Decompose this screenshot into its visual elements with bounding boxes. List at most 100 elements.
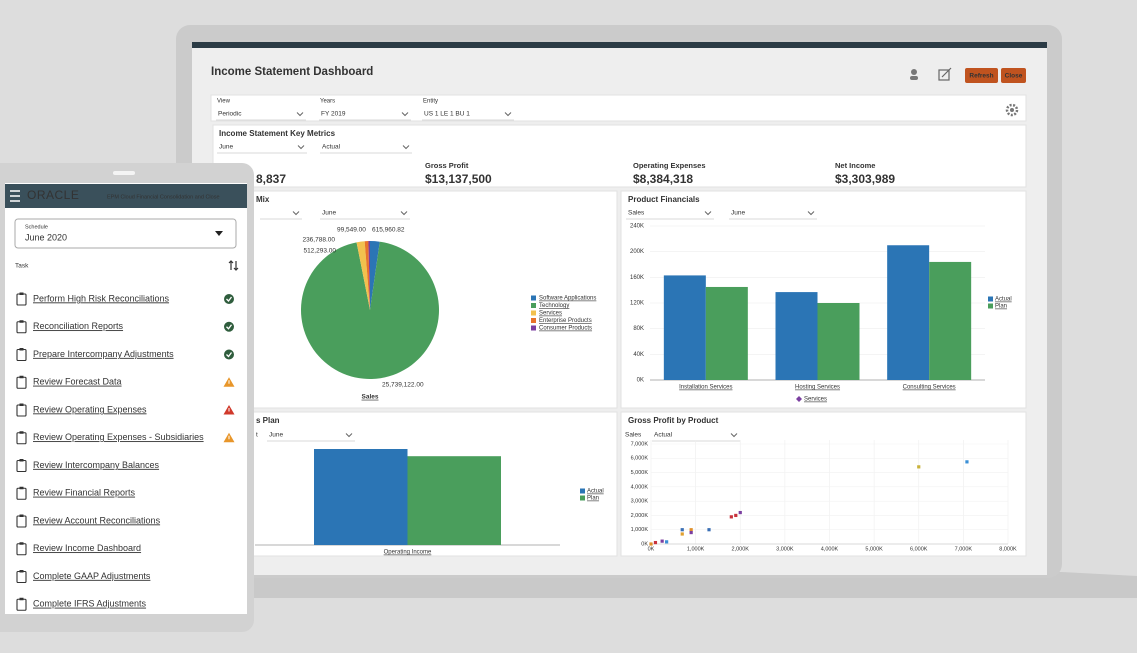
x-tick-label: Operating Income — [384, 550, 432, 556]
task-row[interactable]: Reconciliation Reports — [16, 320, 234, 334]
selector-label: Sales — [625, 432, 642, 439]
legend-label: Services — [539, 311, 562, 317]
panel-title: Income Statement Key Metrics — [219, 129, 336, 138]
schedule-select[interactable] — [14, 218, 237, 249]
scatter-point — [689, 528, 693, 532]
x-tick-label: 4,000K — [821, 546, 839, 552]
panel-title: Product Financials — [628, 195, 700, 204]
task-row[interactable]: Review Intercompany Balances — [16, 459, 160, 473]
legend-label: Plan — [587, 496, 599, 502]
metric-value: $8,384,318 — [633, 172, 693, 186]
x-tick-label: Installation Services — [679, 385, 732, 391]
chevron — [504, 112, 512, 117]
menu-icon[interactable] — [10, 190, 20, 202]
x-tick-label: Hosting Services — [795, 385, 840, 391]
task-icon-clip — [19, 597, 24, 601]
legend-swatch — [531, 318, 536, 323]
gear — [1005, 103, 1019, 117]
chart-select[interactable]: June — [320, 210, 410, 220]
legend-label: Enterprise Products — [539, 318, 592, 324]
dropdown-value: FY 2019 — [321, 111, 346, 118]
sort-icon[interactable] — [228, 260, 239, 271]
user-icon[interactable] — [910, 69, 918, 80]
app-name: EPM Cloud Financial Consolidation and Cl… — [107, 194, 220, 200]
task-icon-clip — [19, 431, 24, 434]
dropdown-value: US 1 LE 1 BU 1 — [424, 111, 470, 118]
legend-icon — [796, 396, 802, 402]
y-tick-label: 2,000K — [631, 513, 649, 519]
scatter-point — [665, 540, 669, 544]
filter-select[interactable]: Periodic — [216, 111, 306, 121]
metric-label: Net Income — [835, 161, 875, 170]
status-done — [224, 349, 234, 360]
button-label: Close — [1005, 73, 1023, 80]
task-row[interactable]: Review Account Reconciliations — [16, 514, 161, 528]
legend-swatch — [531, 325, 536, 331]
task-row[interactable]: Review Forecast Data — [16, 375, 235, 389]
task-link: Review Intercompany Balances — [33, 460, 160, 470]
panel-title: Mix — [256, 195, 270, 204]
y-tick-label: 3,000K — [631, 499, 649, 505]
filter-select[interactable]: US 1 LE 1 BU 1 — [422, 111, 514, 121]
task-row[interactable]: Review Income Dashboard — [16, 542, 141, 556]
legend-swatch — [580, 495, 585, 501]
pie-slice — [370, 241, 380, 310]
selector-label: t — [256, 432, 258, 439]
bar — [663, 275, 706, 380]
task-icon-clip — [19, 570, 24, 573]
filter-select[interactable]: FY 2019 — [319, 111, 411, 121]
x-tick-label: 6,000K — [910, 546, 928, 552]
metrics-panel — [212, 124, 1027, 188]
panel-title: s Plan — [256, 416, 280, 425]
metric-value: $13,137,500 — [425, 172, 492, 186]
legend-label: Actual — [587, 489, 604, 495]
schedule-label: Schedule — [25, 224, 48, 230]
task-icon-clip — [19, 486, 24, 490]
button[interactable]: Close — [1001, 68, 1026, 83]
chevron — [297, 145, 305, 150]
dropdown-value: Sales — [628, 210, 645, 217]
chart-select[interactable]: June — [729, 210, 817, 220]
chevron — [402, 145, 410, 150]
dropdown-value: June — [219, 144, 233, 151]
data-label: 615,960.82 — [372, 227, 405, 234]
chart-select[interactable] — [260, 211, 302, 220]
x-tick-label: 3,000K — [776, 546, 794, 552]
bar — [929, 261, 972, 380]
metric-label: Operating Expenses — [633, 161, 706, 170]
task-row[interactable]: Complete GAAP Adjustments — [16, 570, 151, 584]
task-icon-clip — [19, 403, 24, 406]
task-row[interactable]: Review Financial Reports — [16, 486, 136, 500]
chevron — [704, 211, 712, 216]
task-row[interactable]: Prepare Intercompany Adjustments — [16, 348, 234, 362]
task-link: Review Operating Expenses — [33, 404, 147, 414]
scatter-point — [734, 513, 738, 518]
settings-icon[interactable] — [1005, 103, 1019, 117]
task-row[interactable]: Complete IFRS Adjustments — [16, 597, 147, 611]
chevron — [730, 433, 738, 438]
edit-icon[interactable] — [938, 67, 952, 81]
laptop-base — [150, 572, 1137, 598]
task-row[interactable]: Perform High Risk Reconciliations — [16, 292, 234, 306]
pie-slice — [368, 241, 370, 310]
x-tick-label: 8,000K — [999, 546, 1017, 552]
legend-label: Actual — [995, 297, 1012, 303]
filter-label: Years — [320, 99, 335, 105]
task-icon-clip — [19, 459, 24, 462]
task-row[interactable]: Review Operating Expenses - Subsidiaries — [16, 431, 235, 445]
bar — [705, 286, 748, 380]
pie-slice — [300, 241, 439, 379]
legend-label: Software Applications — [539, 296, 596, 302]
chart-select[interactable]: June — [267, 432, 355, 442]
x-tick-label: 2,000K — [732, 546, 750, 552]
x-axis-label: Sales — [362, 394, 379, 401]
chart-select[interactable]: Sales — [626, 210, 714, 220]
metric-select[interactable]: Actual — [320, 144, 412, 154]
task-row[interactable]: Review Operating Expenses — [16, 403, 235, 417]
dropdown-value: June — [269, 432, 283, 439]
chart-select[interactable]: Actual — [652, 432, 740, 442]
laptop: Income Statement Dashboard Refresh Close Vi… — [150, 25, 1137, 598]
metric-select[interactable]: June — [217, 144, 307, 154]
button[interactable]: Refresh — [965, 68, 998, 83]
tablet: ORACLE EPM Cloud Financial Consolidation … — [0, 163, 254, 632]
